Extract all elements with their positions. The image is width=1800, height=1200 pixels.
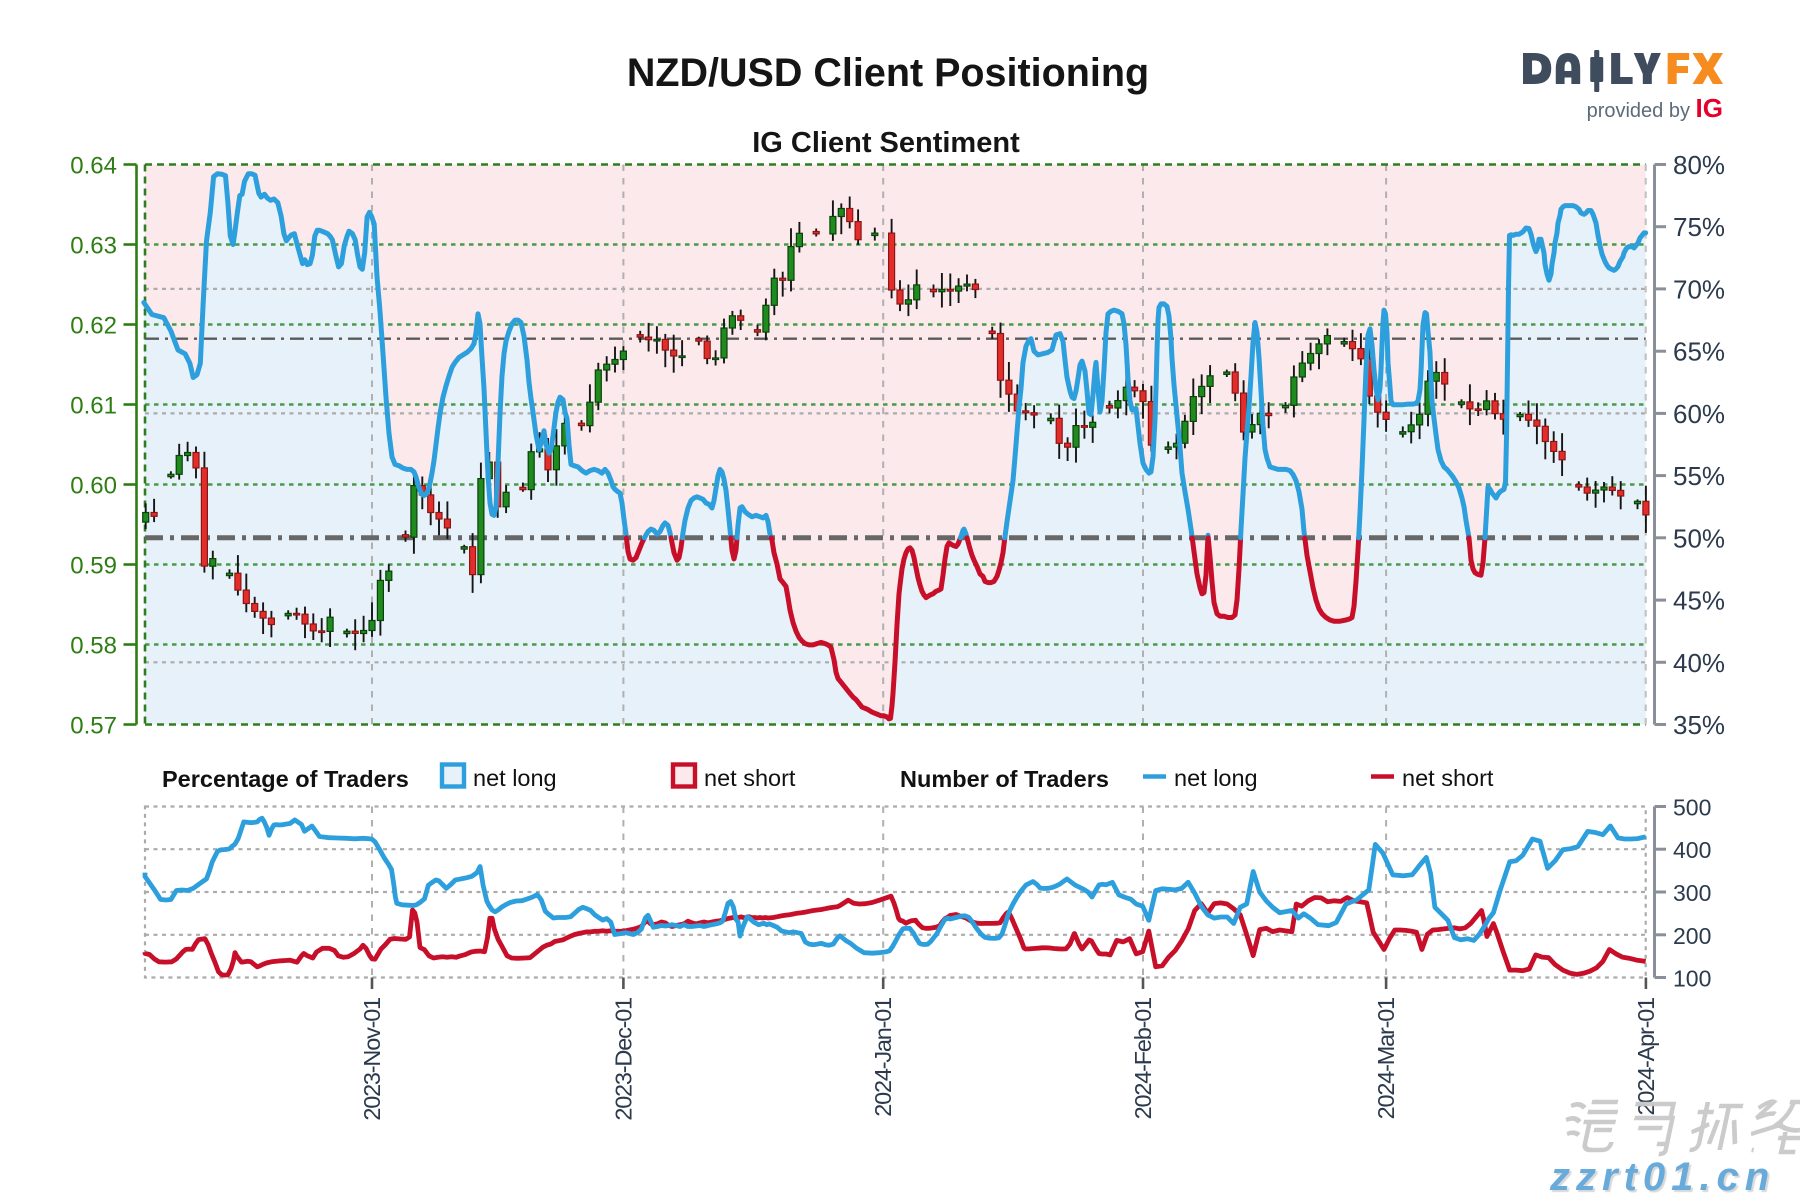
svg-text:65%: 65% — [1673, 337, 1725, 367]
svg-text:200: 200 — [1673, 923, 1711, 949]
svg-text:0.60: 0.60 — [70, 473, 117, 500]
svg-text:35%: 35% — [1673, 710, 1725, 740]
svg-text:net short: net short — [1402, 765, 1494, 791]
svg-text:Number of Traders: Number of Traders — [900, 766, 1109, 792]
svg-text:300: 300 — [1673, 880, 1711, 906]
svg-text:500: 500 — [1673, 795, 1711, 821]
svg-text:0.64: 0.64 — [70, 153, 117, 180]
svg-text:80%: 80% — [1673, 150, 1725, 180]
svg-text:2024-Jan-01: 2024-Jan-01 — [870, 998, 896, 1117]
svg-text:60%: 60% — [1673, 399, 1725, 429]
svg-text:0.63: 0.63 — [70, 233, 117, 260]
svg-text:2024-Apr-01: 2024-Apr-01 — [1633, 998, 1659, 1116]
svg-text:70%: 70% — [1673, 274, 1725, 304]
svg-text:50%: 50% — [1673, 523, 1725, 553]
svg-text:net long: net long — [473, 765, 557, 791]
svg-text:2023-Nov-01: 2023-Nov-01 — [359, 998, 385, 1121]
svg-text:0.59: 0.59 — [70, 553, 117, 580]
svg-text:net long: net long — [1174, 765, 1258, 791]
svg-text:0.62: 0.62 — [70, 313, 117, 340]
svg-text:2024-Feb-01: 2024-Feb-01 — [1130, 998, 1156, 1119]
svg-text:Percentage of Traders: Percentage of Traders — [162, 766, 409, 792]
svg-text:55%: 55% — [1673, 461, 1725, 491]
svg-text:0.58: 0.58 — [70, 633, 117, 660]
svg-text:40%: 40% — [1673, 648, 1725, 678]
svg-text:100: 100 — [1673, 966, 1711, 992]
svg-text:45%: 45% — [1673, 586, 1725, 616]
svg-text:net short: net short — [704, 765, 796, 791]
svg-text:2023-Dec-01: 2023-Dec-01 — [610, 998, 636, 1121]
svg-text:75%: 75% — [1673, 212, 1725, 242]
svg-text:400: 400 — [1673, 837, 1711, 863]
svg-text:0.61: 0.61 — [70, 393, 117, 420]
svg-text:2024-Mar-01: 2024-Mar-01 — [1373, 998, 1399, 1119]
svg-text:0.57: 0.57 — [70, 713, 117, 740]
